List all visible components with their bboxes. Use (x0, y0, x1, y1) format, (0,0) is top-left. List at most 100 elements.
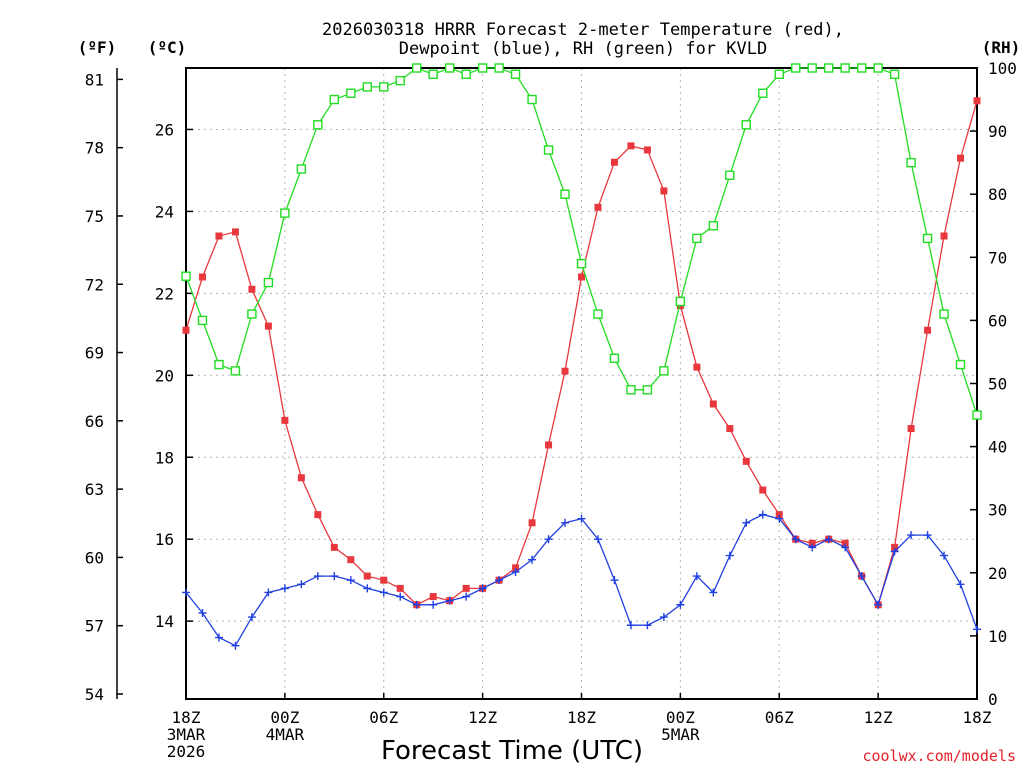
dewpoint-point (676, 600, 685, 609)
dewpoint-point (857, 572, 866, 581)
rh-point (296, 164, 307, 174)
dewpoint-point (330, 572, 339, 581)
fahrenheit-axis-unit: (ºF) (78, 38, 117, 57)
celsius-axis-unit: (ºC) (148, 38, 187, 57)
rh-point (856, 63, 867, 73)
rh-point (280, 208, 290, 218)
rh-point (494, 63, 504, 73)
chart-grid (186, 68, 977, 699)
dewpoint-point (593, 535, 602, 544)
series-layer (181, 63, 982, 650)
rh-tick-label: 80 (988, 185, 1007, 204)
rh-point (395, 75, 405, 86)
dewpoint-point (445, 596, 454, 605)
x-tick-label: 4MAR (266, 725, 305, 744)
rh-point (428, 69, 438, 80)
fahrenheit-tick-label: 66 (85, 412, 104, 431)
rh-point (922, 233, 933, 244)
dewpoint-point (214, 633, 223, 642)
rh-point (560, 189, 570, 199)
rh-point (329, 94, 340, 105)
temperature-point (578, 273, 585, 281)
celsius-tick-label: 26 (155, 120, 174, 139)
dewpoint-point (808, 543, 817, 552)
rh-point (181, 271, 191, 281)
rh-point (346, 88, 356, 98)
dewpoint-point (577, 514, 586, 523)
temperature-point (841, 539, 849, 547)
x-tick-label: 2026 (167, 742, 206, 761)
rh-point (412, 63, 422, 73)
temperature-point (693, 363, 701, 371)
rh-tick-label: 50 (988, 375, 1007, 394)
dewpoint-point (791, 535, 800, 544)
dewpoint-point (264, 588, 273, 597)
x-tick-label: 18Z (567, 708, 596, 727)
rh-point (840, 63, 850, 73)
celsius-tick-label: 22 (155, 284, 174, 303)
rh-point (379, 82, 389, 92)
temperature-point (561, 367, 569, 375)
temperature-point (808, 539, 816, 547)
dewpoint-point (874, 600, 883, 609)
fahrenheit-tick-label: 69 (85, 344, 104, 363)
rh-tick-label: 70 (988, 248, 1007, 267)
dewpoint-point (478, 584, 487, 593)
dewpoint-point (429, 600, 438, 609)
fahrenheit-tick-label: 78 (85, 139, 104, 158)
rh-point (247, 309, 257, 319)
dewpoint-point (297, 580, 306, 589)
rh-point (642, 385, 653, 395)
celsius-tick-label: 20 (155, 366, 174, 385)
rh-point (313, 120, 323, 130)
x-tick-label: 18Z (172, 708, 201, 727)
fahrenheit-tick-label: 72 (85, 275, 104, 294)
rh-point (708, 221, 719, 231)
dewpoint-point (544, 535, 553, 544)
dewpoint-point (396, 592, 405, 601)
rh-point (263, 277, 274, 288)
temperature-point (594, 203, 602, 211)
temperature-point (759, 486, 767, 494)
temperature-point (231, 228, 239, 236)
credit-text: coolwx.com/models (862, 747, 1016, 765)
x-tick-label: 5MAR (661, 725, 700, 744)
rh-point (823, 63, 834, 73)
dewpoint-point (709, 588, 718, 597)
x-tick-label: 12Z (468, 708, 497, 727)
dewpoint-point (824, 535, 833, 544)
fahrenheit-tick-label: 57 (85, 617, 104, 636)
dewpoint-point (528, 555, 537, 564)
temperature-point (627, 142, 635, 150)
dewpoint-point (231, 641, 240, 650)
rh-point (955, 359, 966, 370)
dewpoint-point (940, 551, 949, 560)
temperature-point (248, 285, 256, 293)
dewpoint-point (890, 547, 899, 556)
rh-point (197, 315, 208, 326)
rh-tick-label: 100 (988, 59, 1017, 78)
fahrenheit-tick-label: 54 (85, 685, 104, 704)
dewpoint-point (643, 621, 652, 630)
dewpoint-point (313, 572, 322, 581)
dewpoint-point (198, 608, 207, 617)
rh-point (675, 296, 686, 307)
fahrenheit-tick-label: 75 (85, 207, 104, 226)
rh-point (477, 63, 488, 73)
fahrenheit-tick-label: 63 (85, 480, 104, 499)
rh-point (972, 410, 982, 420)
rh-axis-unit: (RH) (982, 38, 1021, 57)
chart-title-line1: 2026030318 HRRR Forecast 2-meter Tempera… (322, 20, 844, 40)
rh-point (659, 366, 669, 376)
rh-point (873, 63, 883, 73)
x-tick-label: 00Z (270, 708, 299, 727)
rh-point (807, 63, 817, 73)
rh-point (230, 366, 241, 376)
rh-tick-label: 90 (988, 122, 1007, 141)
celsius-tick-label: 24 (155, 202, 174, 221)
rh-point (444, 63, 455, 73)
temperature-point (726, 425, 734, 433)
temperature-point (380, 576, 388, 584)
rh-point (461, 69, 471, 80)
